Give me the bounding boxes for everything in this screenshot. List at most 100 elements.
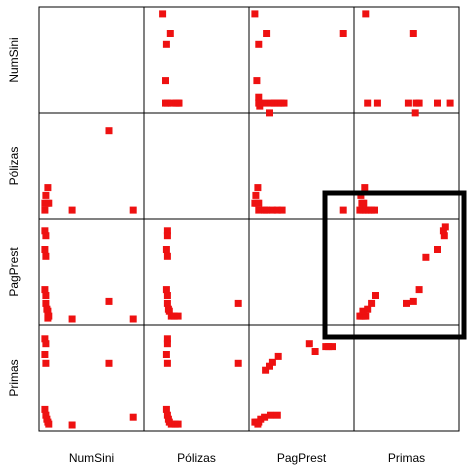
data-point: [170, 312, 178, 320]
data-point: [251, 10, 259, 18]
data-point: [360, 199, 368, 207]
row-label: Primas: [7, 359, 21, 396]
data-point: [368, 299, 376, 307]
data-point: [263, 206, 271, 214]
data-point: [325, 343, 333, 351]
data-point: [41, 206, 49, 214]
data-point: [257, 415, 265, 423]
data-point: [403, 299, 410, 307]
data-point: [42, 299, 50, 307]
data-point: [266, 109, 273, 117]
data-point: [261, 99, 269, 107]
data-point: [105, 127, 113, 135]
data-points: [41, 10, 454, 429]
data-point: [339, 206, 347, 214]
data-point: [68, 315, 76, 323]
data-point: [434, 246, 441, 253]
data-point: [163, 232, 171, 240]
data-point: [411, 109, 419, 117]
data-point: [41, 335, 49, 343]
data-point: [162, 246, 170, 253]
data-point: [252, 191, 260, 199]
data-point: [42, 411, 50, 419]
data-point: [329, 343, 336, 351]
column-label: NumSini: [69, 451, 114, 465]
data-point: [273, 411, 281, 419]
data-point: [267, 411, 274, 419]
data-point: [305, 340, 313, 348]
data-point: [359, 307, 367, 315]
data-point: [446, 99, 454, 107]
data-point: [234, 359, 242, 367]
data-point: [163, 359, 171, 367]
data-point: [166, 30, 174, 37]
data-point: [422, 253, 430, 261]
data-point: [162, 77, 169, 85]
data-point: [434, 99, 441, 107]
column-label: Pólizas: [177, 451, 216, 465]
highlight-box: [322, 190, 467, 340]
data-point: [311, 348, 319, 355]
data-point: [159, 10, 167, 18]
data-point: [362, 10, 370, 18]
data-point: [105, 359, 113, 367]
data-point: [162, 286, 170, 294]
data-point: [162, 351, 170, 358]
data-point: [163, 252, 171, 260]
data-point: [255, 199, 263, 207]
data-point: [162, 405, 170, 413]
data-point: [409, 30, 417, 37]
data-point: [361, 184, 369, 192]
grid-lines: [38, 6, 460, 432]
data-point: [371, 206, 378, 214]
data-point: [42, 191, 50, 199]
data-point: [261, 413, 269, 421]
data-point: [372, 292, 379, 299]
data-point: [42, 359, 50, 367]
data-point: [68, 206, 76, 214]
data-point: [174, 420, 182, 428]
data-point: [45, 420, 53, 428]
row-label: PagPrest: [7, 247, 21, 297]
data-point: [373, 99, 381, 107]
data-point: [256, 102, 264, 110]
data-point: [270, 99, 278, 107]
data-point: [163, 299, 171, 307]
data-point: [268, 206, 276, 214]
data-point: [339, 30, 347, 37]
data-point: [441, 223, 449, 231]
column-label: PagPrest: [277, 451, 327, 465]
data-point: [129, 315, 137, 323]
data-point: [105, 297, 113, 305]
data-point: [364, 305, 372, 313]
data-point: [404, 99, 412, 107]
data-point: [268, 358, 276, 366]
data-point: [68, 421, 76, 429]
data-point: [41, 227, 49, 235]
data-point: [274, 352, 282, 360]
data-point: [129, 206, 137, 214]
data-point: [41, 246, 49, 253]
data-point: [174, 312, 182, 320]
data-point: [254, 420, 262, 428]
data-point: [41, 405, 49, 413]
data-point: [163, 411, 171, 419]
data-point: [280, 99, 288, 107]
data-point: [234, 299, 242, 307]
data-point: [41, 351, 49, 358]
data-point: [42, 252, 50, 260]
data-point: [163, 99, 171, 107]
data-point: [266, 362, 273, 370]
data-point: [167, 99, 175, 107]
column-label: Primas: [388, 451, 425, 465]
data-point: [175, 99, 183, 107]
data-point: [412, 99, 420, 107]
data-point: [45, 199, 53, 207]
data-point: [129, 413, 137, 421]
data-point: [42, 232, 50, 240]
data-point: [440, 232, 448, 240]
data-point: [253, 77, 261, 85]
data-point: [415, 286, 423, 294]
data-point: [439, 227, 447, 235]
